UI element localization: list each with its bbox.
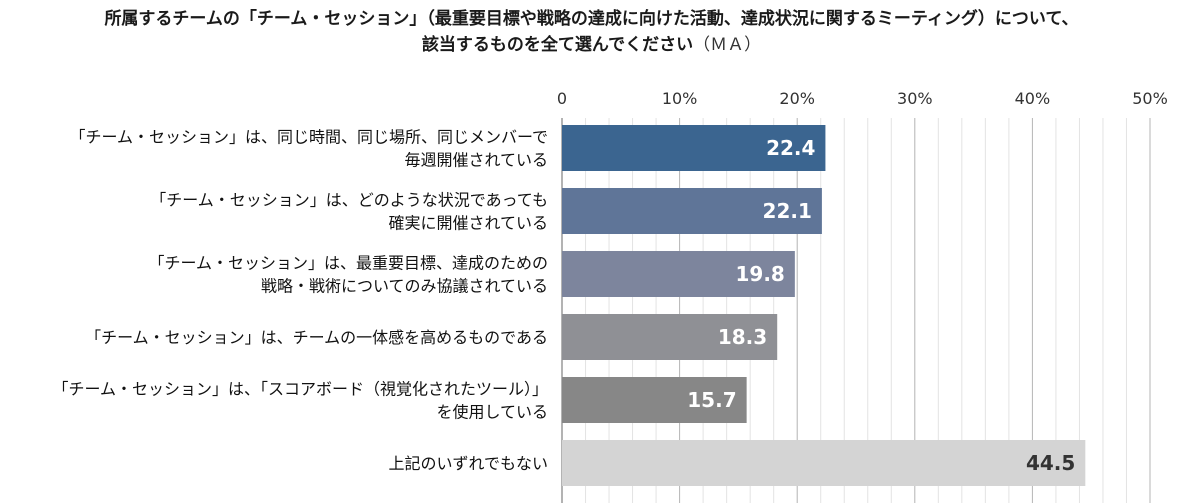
value-label: 22.4 xyxy=(766,136,815,160)
x-tick-label: 30% xyxy=(897,89,933,108)
value-label: 22.1 xyxy=(763,199,812,223)
bar xyxy=(562,251,795,297)
category-labels: 「チーム・セッション」は、同じ時間、同じ場所、同じメンバーで毎週開催されている「… xyxy=(52,128,548,474)
category-label: 「チーム・セッション」は、最重要目標、達成のための xyxy=(148,254,548,273)
x-tick-label: 10% xyxy=(662,89,698,108)
bar xyxy=(562,377,747,423)
title-line-2: 該当するものを全て選んでください（ＭＡ） xyxy=(0,32,1183,58)
value-labels: 22.4 22.1 19.8 18.3 15.7 44.5 xyxy=(687,136,1075,475)
bars xyxy=(562,125,1086,486)
category-label: を使用している xyxy=(436,403,548,422)
value-label: 18.3 xyxy=(718,325,767,349)
bar xyxy=(562,188,822,234)
category-label: 毎週開催されている xyxy=(404,151,548,170)
bar xyxy=(562,125,826,171)
chart-title: 所属するチームの「チーム・セッション」（最重要目標や戦略の達成に向けた活動、達成… xyxy=(0,6,1183,58)
title-line-2-text: 該当するものを全て選んでください xyxy=(421,35,694,55)
value-label: 15.7 xyxy=(687,388,736,412)
title-ma-tag: （ＭＡ） xyxy=(693,35,762,55)
grid-lines xyxy=(561,118,1151,503)
category-label: 確実に開催されている xyxy=(388,214,548,233)
x-tick-label: 50% xyxy=(1132,89,1168,108)
value-label: 19.8 xyxy=(735,262,784,286)
category-label: 「チーム・セッション」は、「スコアボード（視覚化されたツール）」 xyxy=(52,380,548,399)
x-axis-ticks: 0 10% 20% 30% 40% 50% xyxy=(557,89,1168,108)
category-label: 「チーム・セッション」は、どのような状況であっても xyxy=(150,191,548,210)
category-label: 戦略・戦術についてのみ協議されている xyxy=(261,277,548,296)
value-label: 44.5 xyxy=(1026,451,1075,475)
bar xyxy=(562,440,1086,486)
bar xyxy=(562,314,778,360)
title-line-1: 所属するチームの「チーム・セッション」（最重要目標や戦略の達成に向けた活動、達成… xyxy=(104,9,1079,29)
category-label: 「チーム・セッション」は、同じ時間、同じ場所、同じメンバーで xyxy=(69,128,548,147)
category-label: 「チーム・セッション」は、チームの一体感を高めるものである xyxy=(85,328,548,347)
category-label: 上記のいずれでもない xyxy=(388,454,548,473)
x-tick-label: 20% xyxy=(779,89,815,108)
x-tick-label: 40% xyxy=(1015,89,1051,108)
x-tick-label: 0 xyxy=(557,89,567,108)
